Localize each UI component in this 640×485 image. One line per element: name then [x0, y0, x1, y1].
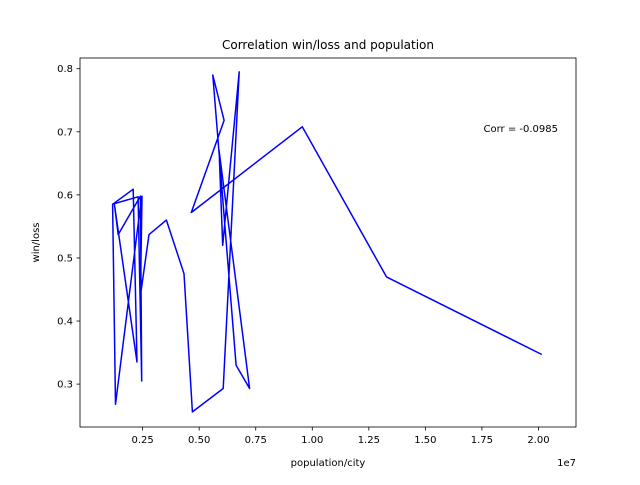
y-tick-label: 0.6 [57, 190, 73, 201]
y-tick-label: 0.3 [57, 380, 73, 391]
chart-title: Correlation win/loss and population [222, 38, 434, 52]
x-tick-label: 0.25 [132, 435, 154, 446]
y-axis-label: win/loss [31, 223, 42, 263]
series-line-0 [111, 71, 543, 413]
y-tick-label: 0.8 [57, 64, 73, 75]
x-axis-offset-text: 1e7 [557, 458, 576, 469]
data-layer [111, 71, 543, 413]
x-tick-label: 1.00 [301, 435, 323, 446]
y-tick-label: 0.5 [57, 253, 73, 264]
y-axis-ticks: 0.3 0.4 0.5 0.6 0.7 0.8 [57, 64, 80, 391]
plot-frame [79, 57, 577, 428]
x-tick-label: 1.25 [358, 435, 380, 446]
x-tick-label: 0.75 [245, 435, 267, 446]
x-tick-label: 1.50 [414, 435, 436, 446]
x-tick-label: 1.75 [471, 435, 493, 446]
x-axis-label: population/city [291, 458, 366, 469]
x-tick-label: 0.50 [188, 435, 210, 446]
x-tick-label: 2.00 [527, 435, 549, 446]
y-tick-label: 0.7 [57, 127, 73, 138]
correlation-annotation: Corr = -0.0985 [484, 124, 558, 135]
y-tick-label: 0.4 [57, 317, 73, 328]
x-axis-ticks: 0.25 0.50 0.75 1.00 1.25 1.50 1.75 2.00 [132, 427, 550, 446]
plot-area [80, 58, 576, 427]
